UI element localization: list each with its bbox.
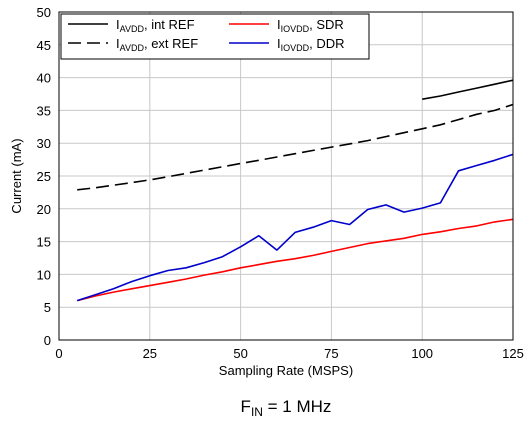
legend-label-main: I	[116, 36, 120, 51]
legend-box	[60, 13, 370, 60]
caption-sub: IN	[251, 405, 263, 419]
legend-label-sub: IOVDD	[281, 24, 310, 34]
y-tick-label: 10	[37, 267, 51, 282]
y-tick-label: 0	[44, 333, 51, 348]
legend-label-4: IIOVDD, DDR	[277, 36, 345, 53]
x-tick-label: 75	[324, 346, 338, 361]
series-line-1	[422, 79, 514, 100]
y-tick-label: 20	[37, 202, 51, 217]
x-tick-label: 50	[233, 346, 247, 361]
series-line-2	[77, 103, 514, 191]
series-layer	[76, 79, 514, 302]
legend-label-main: I	[116, 17, 120, 32]
legend-label-rest: , DDR	[309, 36, 344, 51]
legend-label-3: IIOVDD, SDR	[277, 17, 344, 34]
series-line-4	[76, 153, 514, 302]
caption-main: F	[241, 397, 251, 416]
y-tick-label: 35	[37, 103, 51, 118]
legend-label-2: IAVDD, ext REF	[116, 36, 198, 53]
legend-label-sub: AVDD	[120, 43, 145, 53]
y-tick-label: 45	[37, 38, 51, 53]
legend-label-rest: , SDR	[309, 17, 344, 32]
legend-label-rest: , ext REF	[144, 36, 198, 51]
x-tick-label: 100	[411, 346, 433, 361]
legend-label-1: IAVDD, int REF	[116, 17, 195, 34]
x-tick-label: 0	[55, 346, 62, 361]
series-line-3	[77, 218, 514, 302]
y-tick-label: 40	[37, 71, 51, 86]
legend-label-main: I	[277, 36, 281, 51]
x-axis-label: Sampling Rate (MSPS)	[219, 363, 353, 378]
caption-rest: = 1 MHz	[263, 397, 332, 416]
chart-caption: FIN = 1 MHz	[241, 397, 332, 419]
legend-label-sub: IOVDD	[281, 43, 310, 53]
x-axis-ticks: 0 25 50 75 100 125	[55, 346, 523, 361]
plot-frame	[58, 11, 514, 341]
y-tick-label: 15	[37, 235, 51, 250]
y-tick-label: 30	[37, 136, 51, 151]
grid-lines	[59, 12, 513, 340]
y-axis-ticks: 0 5 10 15 20 25 30 35 40 45 50	[37, 5, 51, 348]
y-tick-label: 25	[37, 169, 51, 184]
x-tick-label: 25	[143, 346, 157, 361]
y-tick-label: 50	[37, 5, 51, 20]
legend-label-sub: AVDD	[120, 24, 145, 34]
legend-label-rest: , int REF	[144, 17, 195, 32]
y-tick-label: 5	[44, 300, 51, 315]
legend-label-main: I	[277, 17, 281, 32]
y-axis-label: Current (mA)	[9, 138, 24, 213]
x-tick-label: 125	[502, 346, 524, 361]
